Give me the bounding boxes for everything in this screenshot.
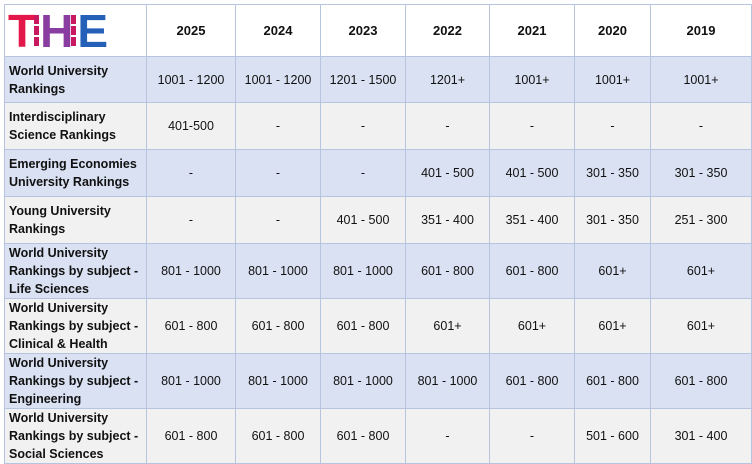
row-label: World University Rankings	[4, 56, 147, 103]
table-cell: 351 - 400	[489, 196, 575, 244]
table-cell: 401 - 500	[489, 149, 575, 197]
table-cell: -	[235, 196, 321, 244]
year-header: 2020	[574, 4, 651, 57]
table-cell: 601+	[405, 298, 490, 354]
table-cell: 401-500	[146, 102, 236, 150]
table-cell: 801 - 1000	[146, 243, 236, 299]
year-header: 2023	[320, 4, 406, 57]
table-cell: 251 - 300	[650, 196, 752, 244]
table-cell: 1001+	[574, 56, 651, 103]
table-cell: 801 - 1000	[146, 353, 236, 409]
row-label: World University Rankings by subject - C…	[4, 298, 147, 354]
table-cell: -	[235, 102, 321, 150]
logo-letter-h: H	[40, 4, 73, 57]
table-cell: 601+	[650, 243, 752, 299]
year-header: 2021	[489, 4, 575, 57]
table-cell: -	[650, 102, 752, 150]
table-cell: 1201 - 1500	[320, 56, 406, 103]
row-label: World University Rankings by subject - L…	[4, 243, 147, 299]
table-cell: -	[405, 408, 490, 464]
row-label: World University Rankings by subject - S…	[4, 408, 147, 464]
year-header: 2022	[405, 4, 490, 57]
table-cell: 601 - 800	[405, 243, 490, 299]
table-cell: -	[489, 102, 575, 150]
logo-strip	[34, 10, 40, 52]
table-cell: -	[146, 149, 236, 197]
row-label: World University Rankings by subject - E…	[4, 353, 147, 409]
logo-strip	[71, 10, 77, 52]
table-cell: 351 - 400	[405, 196, 490, 244]
table-cell: 801 - 1000	[405, 353, 490, 409]
table-cell: 301 - 350	[574, 149, 651, 197]
table-cell: -	[405, 102, 490, 150]
table-row: World University Rankings 1001 - 1200 10…	[4, 56, 752, 103]
table-cell: 501 - 600	[574, 408, 651, 464]
table-cell: -	[489, 408, 575, 464]
table-cell: -	[146, 196, 236, 244]
table-cell: 401 - 500	[405, 149, 490, 197]
table-row: Interdisciplinary Science Rankings 401-5…	[4, 102, 752, 150]
the-logo: T H E	[8, 4, 108, 57]
table-cell: -	[235, 149, 321, 197]
table-cell: 601 - 800	[235, 408, 321, 464]
table-cell: 1001+	[650, 56, 752, 103]
table-cell: 1001 - 1200	[235, 56, 321, 103]
table-cell: 601+	[574, 298, 651, 354]
table-cell: 601+	[489, 298, 575, 354]
table-cell: 801 - 1000	[235, 243, 321, 299]
table-cell: 301 - 350	[650, 149, 752, 197]
table-cell: 601 - 800	[146, 408, 236, 464]
table-cell: 301 - 400	[650, 408, 752, 464]
table-cell: 301 - 350	[574, 196, 651, 244]
table-cell: 601 - 800	[320, 298, 406, 354]
logo-letter-t: T	[8, 4, 36, 57]
year-header: 2024	[235, 4, 321, 57]
row-label: Interdisciplinary Science Rankings	[4, 102, 147, 150]
year-header: 2019	[650, 4, 752, 57]
logo-letter-e: E	[77, 4, 108, 57]
table-cell: 601 - 800	[489, 353, 575, 409]
table-row: Emerging Economies University Rankings -…	[4, 149, 752, 197]
table-row: Young University Rankings - - 401 - 500 …	[4, 196, 752, 244]
table-row: World University Rankings by subject - E…	[4, 353, 752, 409]
header-row: T H E 2025 2024 2023 2022 2021 2020 2019	[4, 4, 752, 57]
table-cell: -	[320, 102, 406, 150]
rankings-table: T H E 2025 2024 2023 2022 2021 2020 2019…	[4, 4, 752, 464]
table-cell: -	[320, 149, 406, 197]
row-label: Young University Rankings	[4, 196, 147, 244]
table-cell: 601 - 800	[574, 353, 651, 409]
table-row: World University Rankings by subject - L…	[4, 243, 752, 299]
table-cell: 801 - 1000	[235, 353, 321, 409]
table-cell: 601+	[650, 298, 752, 354]
table-cell: 601+	[574, 243, 651, 299]
table-cell: 601 - 800	[235, 298, 321, 354]
year-header: 2025	[146, 4, 236, 57]
table-cell: 601 - 800	[146, 298, 236, 354]
table-cell: -	[574, 102, 651, 150]
table-cell: 601 - 800	[320, 408, 406, 464]
table-cell: 801 - 1000	[320, 353, 406, 409]
table-cell: 1001 - 1200	[146, 56, 236, 103]
table-cell: 401 - 500	[320, 196, 406, 244]
logo-cell: T H E	[4, 4, 147, 57]
table-cell: 601 - 800	[650, 353, 752, 409]
row-label: Emerging Economies University Rankings	[4, 149, 147, 197]
table-cell: 1001+	[489, 56, 575, 103]
table-cell: 601 - 800	[489, 243, 575, 299]
table-cell: 1201+	[405, 56, 490, 103]
table-row: World University Rankings by subject - C…	[4, 298, 752, 354]
table-cell: 801 - 1000	[320, 243, 406, 299]
table-row: World University Rankings by subject - S…	[4, 408, 752, 464]
